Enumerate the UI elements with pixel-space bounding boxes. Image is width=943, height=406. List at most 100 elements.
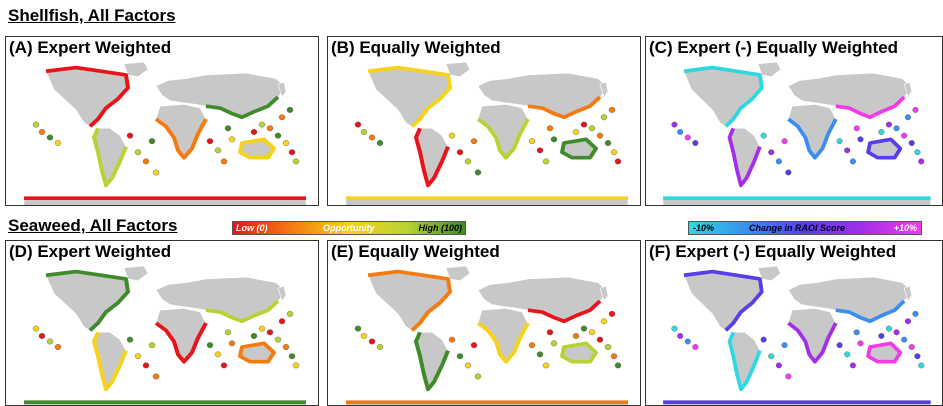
opportunity-legend: Low (0) Opportunity High (100) (232, 221, 466, 235)
site-marker (228, 136, 236, 143)
site-marker (220, 362, 228, 369)
map-a (23, 61, 307, 205)
site-marker (126, 336, 134, 343)
site-marker (292, 362, 300, 369)
site-marker (885, 121, 892, 128)
coastal-zone (560, 137, 598, 160)
coastal-zone (727, 331, 762, 392)
site-marker (376, 140, 384, 146)
site-marker (214, 351, 222, 358)
site-marker (671, 325, 678, 332)
site-marker (134, 149, 142, 156)
site-marker (550, 136, 558, 143)
site-marker (904, 114, 911, 121)
site-marker (258, 325, 266, 332)
coastal-zone (527, 95, 602, 120)
site-marker (368, 338, 376, 345)
site-marker (376, 344, 384, 350)
site-marker (250, 333, 258, 339)
map-panel-e: (E) Equally Weighted (327, 240, 641, 406)
site-marker (354, 121, 362, 128)
site-marker (768, 149, 775, 156)
site-marker (912, 106, 919, 113)
site-marker (908, 140, 915, 146)
map-c (662, 61, 931, 205)
site-marker (878, 333, 885, 339)
land-mass (277, 285, 287, 302)
panel-label-d: (D) Expert Weighted (9, 242, 172, 261)
site-marker (546, 329, 554, 336)
site-marker (360, 333, 368, 339)
land-mass (45, 67, 129, 127)
land-mass (445, 61, 471, 78)
site-marker (528, 342, 536, 349)
site-marker (38, 129, 46, 135)
coastal-zone (205, 299, 280, 324)
map-d (23, 265, 307, 405)
coastal-zone (835, 95, 906, 120)
site-marker (684, 134, 691, 141)
site-marker (224, 329, 232, 336)
map-panel-a: (A) Expert Weighted (5, 36, 319, 206)
site-marker (152, 169, 160, 176)
panel-label-b: (B) Equally Weighted (331, 38, 501, 57)
panel-label-c: (C) Expert (-) Equally Weighted (649, 38, 899, 57)
site-marker (844, 351, 851, 358)
land-mass (599, 81, 609, 98)
site-marker (849, 362, 856, 369)
site-marker (604, 140, 612, 146)
coastal-zone (92, 127, 128, 188)
land-mass (367, 67, 451, 127)
change-legend-low: -10% (693, 223, 715, 233)
site-marker (781, 138, 788, 145)
land-mass (445, 265, 471, 282)
site-marker (456, 149, 464, 156)
site-marker (46, 338, 54, 345)
site-marker (142, 158, 150, 165)
site-marker (614, 362, 622, 369)
map-panel-b: (B) Equally Weighted (327, 36, 641, 206)
land-mass (367, 271, 451, 331)
site-marker (849, 158, 856, 165)
site-marker (908, 344, 915, 350)
site-marker (785, 373, 792, 380)
site-marker (918, 158, 925, 165)
site-marker (901, 336, 908, 343)
site-marker (456, 353, 464, 360)
site-marker (274, 132, 282, 139)
site-marker (904, 318, 911, 325)
site-marker (610, 353, 618, 360)
site-marker (448, 336, 456, 343)
coastal-zone (476, 321, 530, 364)
site-marker (288, 149, 296, 156)
site-marker (32, 325, 40, 332)
site-marker (596, 336, 604, 343)
coastal-zone (866, 341, 903, 364)
site-marker (600, 114, 608, 121)
site-marker (844, 147, 851, 154)
site-marker (857, 340, 864, 347)
site-marker (292, 158, 300, 165)
site-marker (572, 333, 580, 339)
site-marker (536, 351, 544, 358)
site-marker (206, 342, 214, 349)
site-marker (775, 158, 782, 165)
coastal-zone (367, 269, 452, 332)
site-marker (266, 329, 274, 336)
site-marker (572, 129, 580, 135)
opportunity-legend-high: High (100) (418, 223, 462, 233)
site-marker (474, 373, 482, 380)
site-marker (38, 333, 46, 339)
coastal-zone (527, 299, 602, 324)
site-marker (857, 136, 864, 143)
site-marker (470, 342, 478, 349)
site-marker (148, 138, 156, 145)
site-marker (46, 134, 54, 141)
coastal-zone (683, 65, 764, 128)
map-f (662, 265, 931, 405)
site-marker (785, 169, 792, 176)
site-marker (608, 310, 616, 317)
land-mass (903, 285, 913, 302)
map-e (345, 265, 629, 405)
section-title-seaweed: Seaweed, All Factors (8, 216, 178, 235)
